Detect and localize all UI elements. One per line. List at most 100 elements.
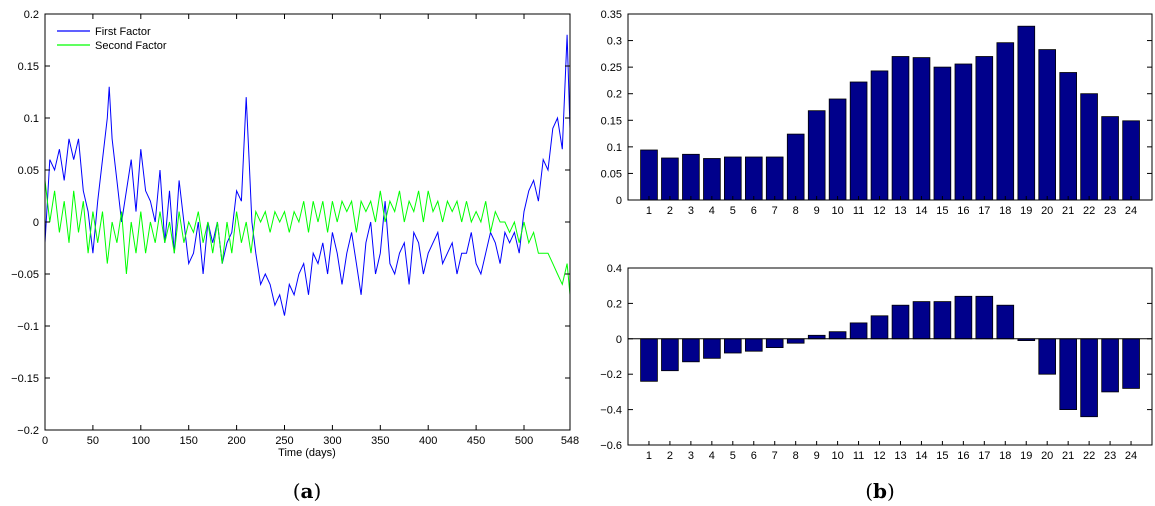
bar-17 <box>975 56 994 201</box>
x-tick-label: 350 <box>371 435 389 447</box>
x-tick-label: 11 <box>853 205 864 217</box>
bar-7 <box>765 156 784 201</box>
panel-b-top-bar-chart: 1 2 3 4 5 6 7 8 9 10 11 12 13 14 15 16 17 18 19 20 21 22 23 240… <box>601 9 1153 217</box>
series-line-second-factor <box>44 180 571 295</box>
bar-13 <box>891 304 910 340</box>
panel-b-top-ticks: 1 2 3 4 5 6 7 8 9 10 11 12 13 14 15 16 17 18 19 20 21 22 23 240… <box>601 9 1152 217</box>
bar-15 <box>933 301 952 340</box>
x-tick-label: 1 <box>646 205 652 217</box>
y-tick-label: −0.05 <box>11 269 39 281</box>
x-tick-label: 22 <box>1083 205 1095 217</box>
bar-23 <box>1101 116 1119 201</box>
bar-11 <box>849 81 868 201</box>
x-tick-label: 16 <box>957 205 969 217</box>
y-tick-label: −0.6 <box>600 440 622 452</box>
y-tick-label: 0.15 <box>18 61 39 73</box>
bar-7 <box>765 338 784 348</box>
y-tick-label: 0.4 <box>607 263 622 275</box>
bar-4 <box>703 338 721 359</box>
x-tick-label: 7 <box>772 205 778 217</box>
x-tick-label: 8 <box>793 450 799 462</box>
bar-20 <box>1038 49 1057 201</box>
bar-24 <box>1122 338 1140 389</box>
bar-12 <box>870 70 889 201</box>
x-tick-label: 12 <box>873 205 885 217</box>
panel-b-top-bars <box>640 25 1140 201</box>
bar-6 <box>745 156 763 201</box>
panel-b-bottom-ticks: 1 2 3 4 5 6 7 8 9 10 11 12 13 14 15 16 17 18 19 20 21 22 23 24−… <box>600 263 1152 462</box>
x-tick-label: 250 <box>275 435 293 447</box>
y-tick-label: 0.3 <box>607 36 622 48</box>
bar-20 <box>1038 338 1057 375</box>
bar-8 <box>786 133 805 201</box>
bar-9 <box>807 334 826 340</box>
x-tick-label: 12 <box>873 450 885 462</box>
bar-16 <box>954 63 973 201</box>
x-tick-label: 4 <box>709 205 715 217</box>
x-tick-label: 8 <box>793 205 799 217</box>
x-tick-label: 9 <box>814 450 820 462</box>
x-tick-label: 1 <box>646 450 652 462</box>
y-tick-label: 0.1 <box>607 142 622 154</box>
x-tick-label: 500 <box>515 435 533 447</box>
y-tick-label: −0.2 <box>600 369 622 381</box>
bar-6 <box>745 338 763 352</box>
panel-a-ticks: 0 50 100 150 200 250 300 350 400 450 500 548 −0.2 −0.… <box>11 9 579 447</box>
legend-label-second-factor: Second Factor <box>95 40 167 52</box>
x-tick-label: 548 <box>561 435 579 447</box>
x-tick-label: 15 <box>936 205 948 217</box>
x-tick-label: 150 <box>180 435 198 447</box>
bar-23 <box>1101 338 1119 393</box>
bar-3 <box>682 153 700 201</box>
x-tick-label: 2 <box>667 450 673 462</box>
x-tick-label: 10 <box>831 450 843 462</box>
bar-14 <box>912 57 931 201</box>
bar-21 <box>1059 72 1078 201</box>
x-tick-label: 21 <box>1062 205 1074 217</box>
bar-10 <box>828 331 847 340</box>
bar-1 <box>640 338 658 382</box>
x-tick-label: 24 <box>1125 205 1137 217</box>
panel-b-bottom-bar-chart: 1 2 3 4 5 6 7 8 9 10 11 12 13 14 15 16 17 18 19 20 21 22 23 24−… <box>600 263 1153 462</box>
x-tick-label: 9 <box>814 205 820 217</box>
x-tick-label: 18 <box>999 205 1011 217</box>
y-tick-label: −0.1 <box>17 321 39 333</box>
bar-10 <box>828 98 847 201</box>
bar-16 <box>954 295 973 340</box>
x-tick-label: 15 <box>936 450 948 462</box>
x-tick-label: 18 <box>999 450 1011 462</box>
x-tick-label: 6 <box>751 450 757 462</box>
x-tick-label: 14 <box>915 450 927 462</box>
panel-b-top-axes-box <box>627 13 1153 201</box>
panel-a-x-axis-label: Time (days) <box>278 447 336 459</box>
y-tick-label: −0.15 <box>11 373 39 385</box>
caption-b: (b) <box>865 479 895 503</box>
x-tick-label: 450 <box>467 435 485 447</box>
bar-13 <box>891 56 910 201</box>
x-tick-label: 2 <box>667 205 673 217</box>
y-tick-label: −0.2 <box>17 425 39 437</box>
x-tick-label: 19 <box>1020 450 1032 462</box>
y-tick-label: −0.4 <box>600 405 622 417</box>
bar-9 <box>807 110 826 201</box>
bar-8 <box>786 338 805 344</box>
x-tick-label: 19 <box>1020 205 1032 217</box>
x-tick-label: 20 <box>1041 450 1053 462</box>
x-tick-label: 14 <box>915 205 927 217</box>
bar-22 <box>1080 338 1098 418</box>
x-tick-label: 4 <box>709 450 715 462</box>
y-tick-label: 0.2 <box>607 298 622 310</box>
bar-5 <box>724 156 742 201</box>
bar-11 <box>849 322 868 340</box>
panel-b-bottom-bars <box>628 295 1152 418</box>
panel-a-line-chart: 0 50 100 150 200 250 300 350 400 450 500 548 −0.2 −0.… <box>11 9 579 459</box>
y-tick-label: 0.05 <box>18 165 39 177</box>
x-tick-label: 16 <box>957 450 969 462</box>
bar-15 <box>933 66 952 201</box>
bar-3 <box>682 338 700 363</box>
y-tick-label: 0.1 <box>24 113 39 125</box>
x-tick-label: 20 <box>1041 205 1053 217</box>
panel-a-series-lines <box>44 34 571 316</box>
bar-2 <box>661 157 679 201</box>
